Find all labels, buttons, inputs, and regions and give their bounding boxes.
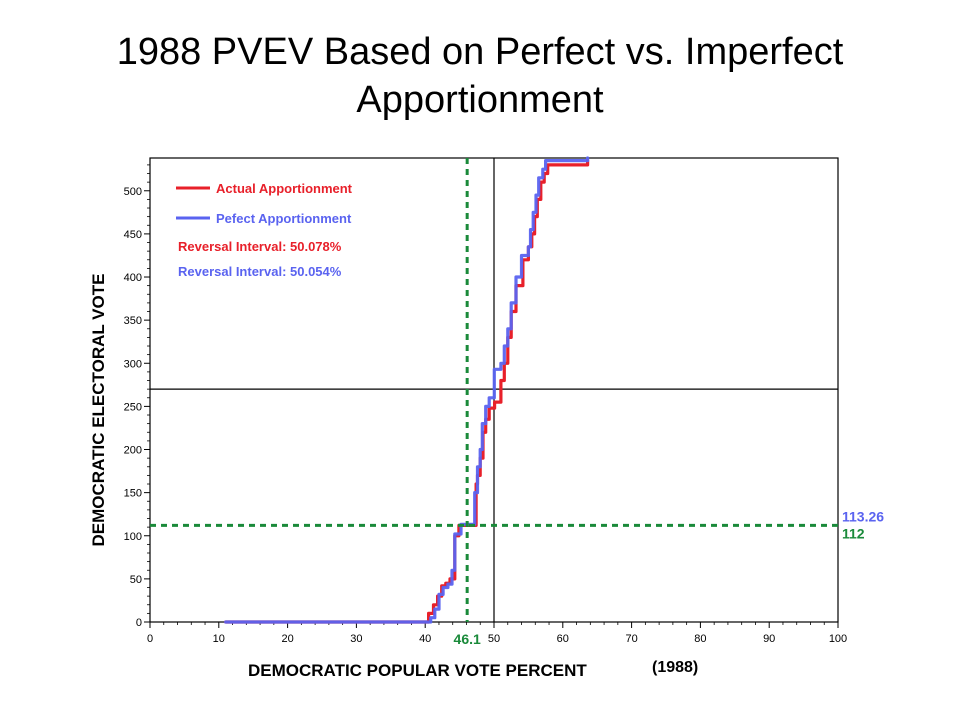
guide-x-value-label: 46.1 bbox=[454, 631, 481, 647]
guide-y-value-label: 112 bbox=[842, 525, 865, 541]
y-tick-label: 0 bbox=[136, 617, 142, 629]
y-tick-label: 300 bbox=[124, 358, 142, 370]
legend-label-perfect: Pefect Apportionment bbox=[216, 211, 352, 226]
series-line-actual bbox=[224, 159, 590, 624]
ticks-layer: 0 10 20 30 40 50 60 70 80 90 100 0 50 100 150 200 250 300… bbox=[124, 164, 847, 645]
series-layer bbox=[224, 156, 590, 624]
y-tick-label: 50 bbox=[130, 574, 142, 586]
x-tick-label: 80 bbox=[694, 633, 706, 645]
x-tick-label: 100 bbox=[829, 633, 847, 645]
y-tick-label: 400 bbox=[124, 272, 142, 284]
guide-lines bbox=[150, 158, 838, 622]
x-tick-label: 90 bbox=[763, 633, 775, 645]
perfect-y-value-label: 113.26 bbox=[842, 508, 884, 524]
slide-title: 1988 PVEV Based on Perfect vs. Imperfect… bbox=[0, 28, 960, 124]
y-tick-label: 250 bbox=[124, 401, 142, 413]
x-tick-label: 70 bbox=[625, 633, 637, 645]
y-tick-label: 500 bbox=[124, 186, 142, 198]
x-tick-label: 20 bbox=[281, 633, 293, 645]
x-axis-label-year: (1988) bbox=[652, 659, 698, 676]
y-tick-label: 350 bbox=[124, 315, 142, 327]
label-layer: DEMOCRATIC POPULAR VOTE PERCENT (1988) D… bbox=[89, 274, 698, 680]
x-tick-label: 10 bbox=[213, 633, 225, 645]
legend-label-actual: Actual Apportionment bbox=[216, 181, 353, 196]
x-tick-label: 50 bbox=[488, 633, 500, 645]
series-line-perfect bbox=[224, 156, 590, 624]
x-tick-label: 0 bbox=[147, 633, 153, 645]
x-axis-label: DEMOCRATIC POPULAR VOTE PERCENT bbox=[248, 661, 587, 680]
y-tick-label: 200 bbox=[124, 445, 142, 457]
slide-title-line1: 1988 PVEV Based on Perfect vs. Imperfect bbox=[116, 31, 844, 73]
y-axis-label: DEMOCRATIC ELECTORAL VOTE bbox=[89, 274, 108, 547]
x-tick-label: 30 bbox=[350, 633, 362, 645]
y-tick-label: 450 bbox=[124, 229, 142, 241]
reversal-interval-actual: Reversal Interval: 50.078% bbox=[178, 239, 342, 254]
y-tick-label: 100 bbox=[124, 531, 142, 543]
legend: Actual Apportionment Pefect Apportionment… bbox=[176, 181, 353, 279]
x-tick-label: 40 bbox=[419, 633, 431, 645]
reversal-interval-perfect: Reversal Interval: 50.054% bbox=[178, 264, 342, 279]
slide-title-line2: Apportionment bbox=[356, 79, 604, 121]
y-tick-label: 150 bbox=[124, 488, 142, 500]
x-tick-label: 60 bbox=[557, 633, 569, 645]
